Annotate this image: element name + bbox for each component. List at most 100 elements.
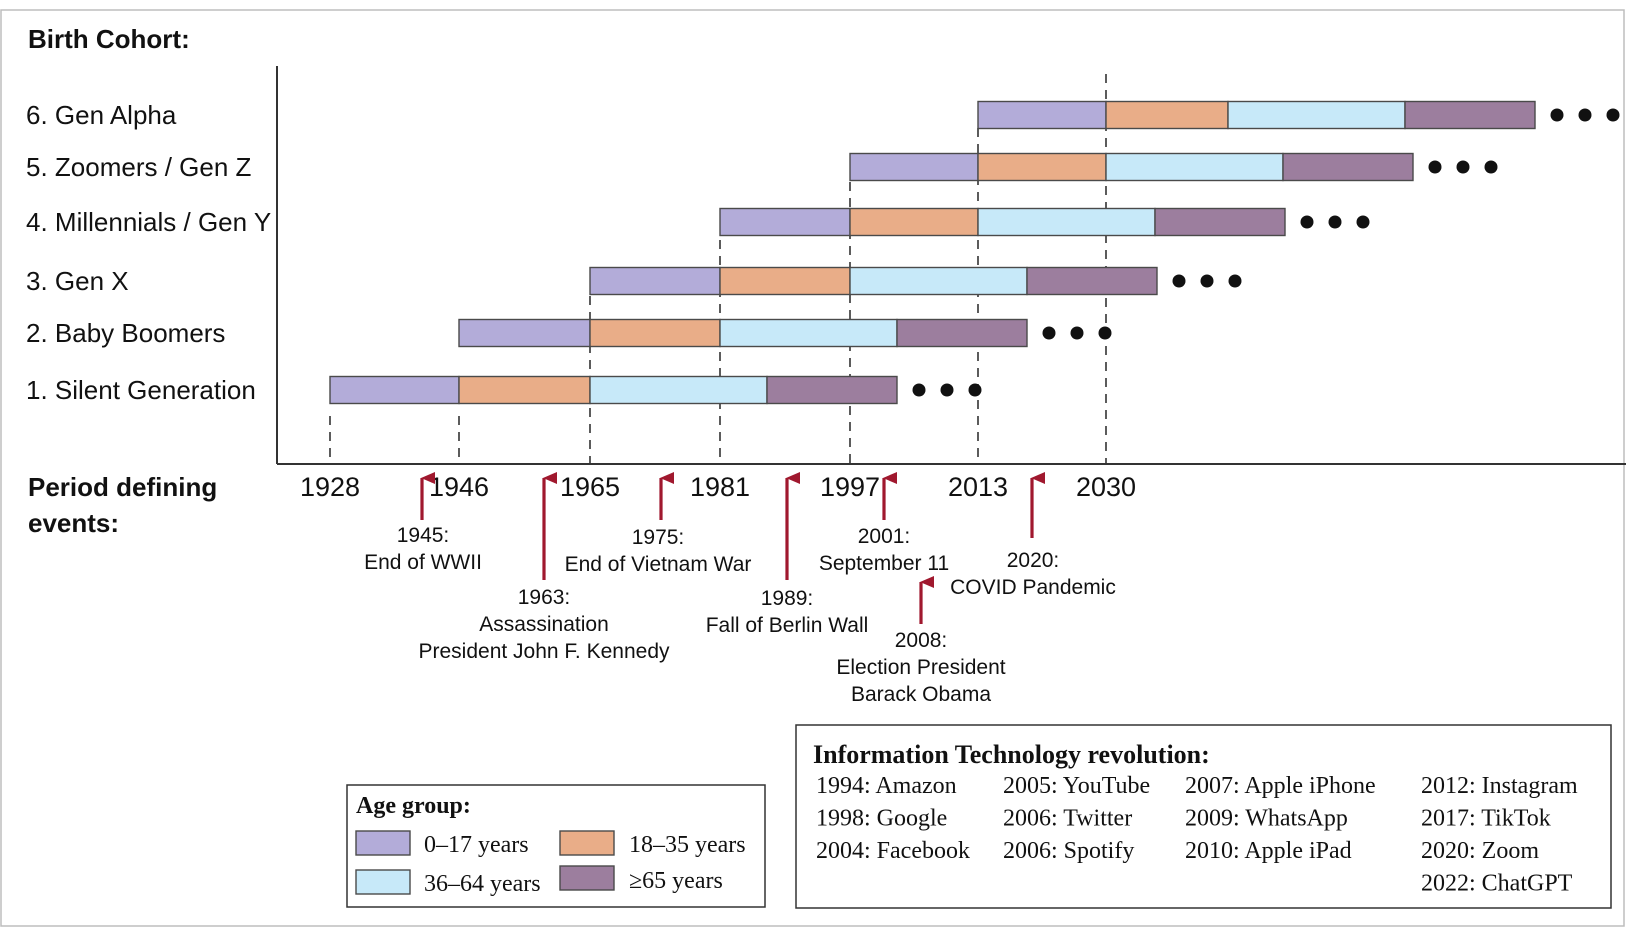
events-heading: Period defining events: — [28, 472, 224, 538]
it-milestone: 2006: Twitter — [1003, 806, 1132, 832]
legend-swatch — [355, 869, 411, 895]
it-milestone: 2010: Apple iPad — [1185, 838, 1352, 864]
event-year: 2001: — [858, 525, 911, 548]
bar-segment — [719, 266, 851, 296]
it-milestone: 2006: Spotify — [1003, 838, 1134, 864]
year-tick-label: 1981 — [690, 472, 750, 502]
bar-segment — [977, 207, 1156, 237]
continuation-dot — [1098, 326, 1112, 340]
period-events: 1945: End of WWII 1963: Assassination Presid… — [364, 472, 1116, 706]
continuation-dot — [1484, 160, 1498, 174]
bar-segment — [1105, 100, 1229, 130]
bar-segment — [977, 100, 1107, 130]
legend-swatch — [559, 830, 615, 856]
event-description: COVID Pandemic — [950, 576, 1116, 599]
bar-segment — [719, 207, 851, 237]
it-milestone: 2009: WhatsApp — [1185, 806, 1348, 832]
event-description: September 11 — [819, 552, 949, 575]
bar-segment — [719, 318, 898, 348]
year-tick-label: 1965 — [560, 472, 620, 502]
bar-segment — [1105, 152, 1284, 182]
event-description: Assassination — [479, 613, 609, 636]
legend-label: ≥65 years — [629, 868, 723, 894]
continuation-dot — [940, 383, 954, 397]
outer-border — [0, 9, 1625, 927]
event-year: 2020: — [1007, 549, 1060, 572]
event-description: Barack Obama — [851, 683, 991, 706]
it-milestone: 2017: TikTok — [1421, 806, 1551, 832]
year-tick-label: 1997 — [820, 472, 880, 502]
cohort-labels: 1. Silent Generation 2. Baby Boomers 3. Ge… — [26, 100, 271, 405]
legend-label: 36–64 years — [424, 871, 541, 897]
it-box-border — [795, 724, 1612, 909]
cohort-label: 1. Silent Generation — [26, 375, 256, 405]
cohort-label: 4. Millennials / Gen Y — [26, 207, 271, 237]
continuation-dot — [912, 383, 926, 397]
cohort-label: 6. Gen Alpha — [26, 100, 177, 130]
event-year: 1989: — [761, 587, 814, 610]
it-box-title: Information Technology revolution: — [813, 740, 1210, 769]
continuation-dot — [1456, 160, 1470, 174]
event-year: 1963: — [518, 586, 571, 609]
cohort-label: 5. Zoomers / Gen Z — [26, 152, 252, 182]
continuation-dot — [1042, 326, 1056, 340]
it-milestone: 2005: YouTube — [1003, 773, 1150, 799]
event-description: End of Vietnam War — [565, 553, 752, 576]
legend-label: 18–35 years — [629, 832, 746, 858]
legend-box — [346, 784, 766, 908]
bar-segment — [458, 375, 591, 405]
event-year: 2008: — [895, 629, 948, 652]
continuation-dot — [1200, 274, 1214, 288]
bar-segment — [589, 318, 721, 348]
year-tick-label: 2013 — [948, 472, 1008, 502]
continuation-dots — [912, 108, 1620, 397]
legend-label: 0–17 years — [424, 832, 529, 858]
continuation-dot — [1428, 160, 1442, 174]
bar-segment — [849, 152, 979, 182]
bar-segment — [589, 375, 768, 405]
event-description: President John F. Kennedy — [419, 640, 670, 663]
legend-swatch — [355, 830, 411, 856]
year-tick-label: 1928 — [300, 472, 360, 502]
bar-segment — [977, 152, 1107, 182]
it-milestone: 2020: Zoom — [1421, 838, 1539, 864]
event-description: End of WWII — [364, 551, 482, 574]
year-tick-label: 1946 — [429, 472, 489, 502]
continuation-dot — [1550, 108, 1564, 122]
continuation-dot — [1300, 215, 1314, 229]
bar-segment — [766, 375, 898, 405]
it-milestone: 1998: Google — [816, 806, 947, 832]
event-description: Fall of Berlin Wall — [706, 614, 869, 637]
bar-segment — [849, 207, 979, 237]
it-milestone: 2004: Facebook — [816, 838, 970, 864]
it-revolution-box: Information Technology revolution: 1994:… — [795, 724, 1612, 909]
cohort-label: 2. Baby Boomers — [26, 318, 225, 348]
bar-segment — [458, 318, 591, 348]
bar-segment — [589, 266, 721, 296]
continuation-dot — [1228, 274, 1242, 288]
year-tick-label: 2030 — [1076, 472, 1136, 502]
event-year: 1945: — [397, 524, 450, 547]
bar-segment — [896, 318, 1028, 348]
cohort-label: 3. Gen X — [26, 266, 129, 296]
year-tick-labels: 1928 1946 1965 1981 1997 2013 2030 — [300, 472, 1136, 502]
continuation-dot — [1172, 274, 1186, 288]
bar-segment — [329, 375, 460, 405]
continuation-dot — [1578, 108, 1592, 122]
age-group-legend: Age group: 0–17 years 18–35 years 36–64 ye… — [346, 784, 766, 908]
bar-segment — [1404, 100, 1536, 130]
it-milestone: 1994: Amazon — [816, 773, 957, 799]
event-description: Election President — [836, 656, 1005, 679]
continuation-dot — [1606, 108, 1620, 122]
continuation-dot — [1328, 215, 1342, 229]
continuation-dot — [968, 383, 982, 397]
bar-segment — [849, 266, 1028, 296]
cohort-bars — [329, 100, 1536, 405]
continuation-dot — [1070, 326, 1084, 340]
bar-segment — [1227, 100, 1406, 130]
it-milestone: 2022: ChatGPT — [1421, 871, 1573, 897]
bar-segment — [1154, 207, 1286, 237]
it-milestone: 2007: Apple iPhone — [1185, 773, 1376, 799]
bar-segment — [1282, 152, 1414, 182]
